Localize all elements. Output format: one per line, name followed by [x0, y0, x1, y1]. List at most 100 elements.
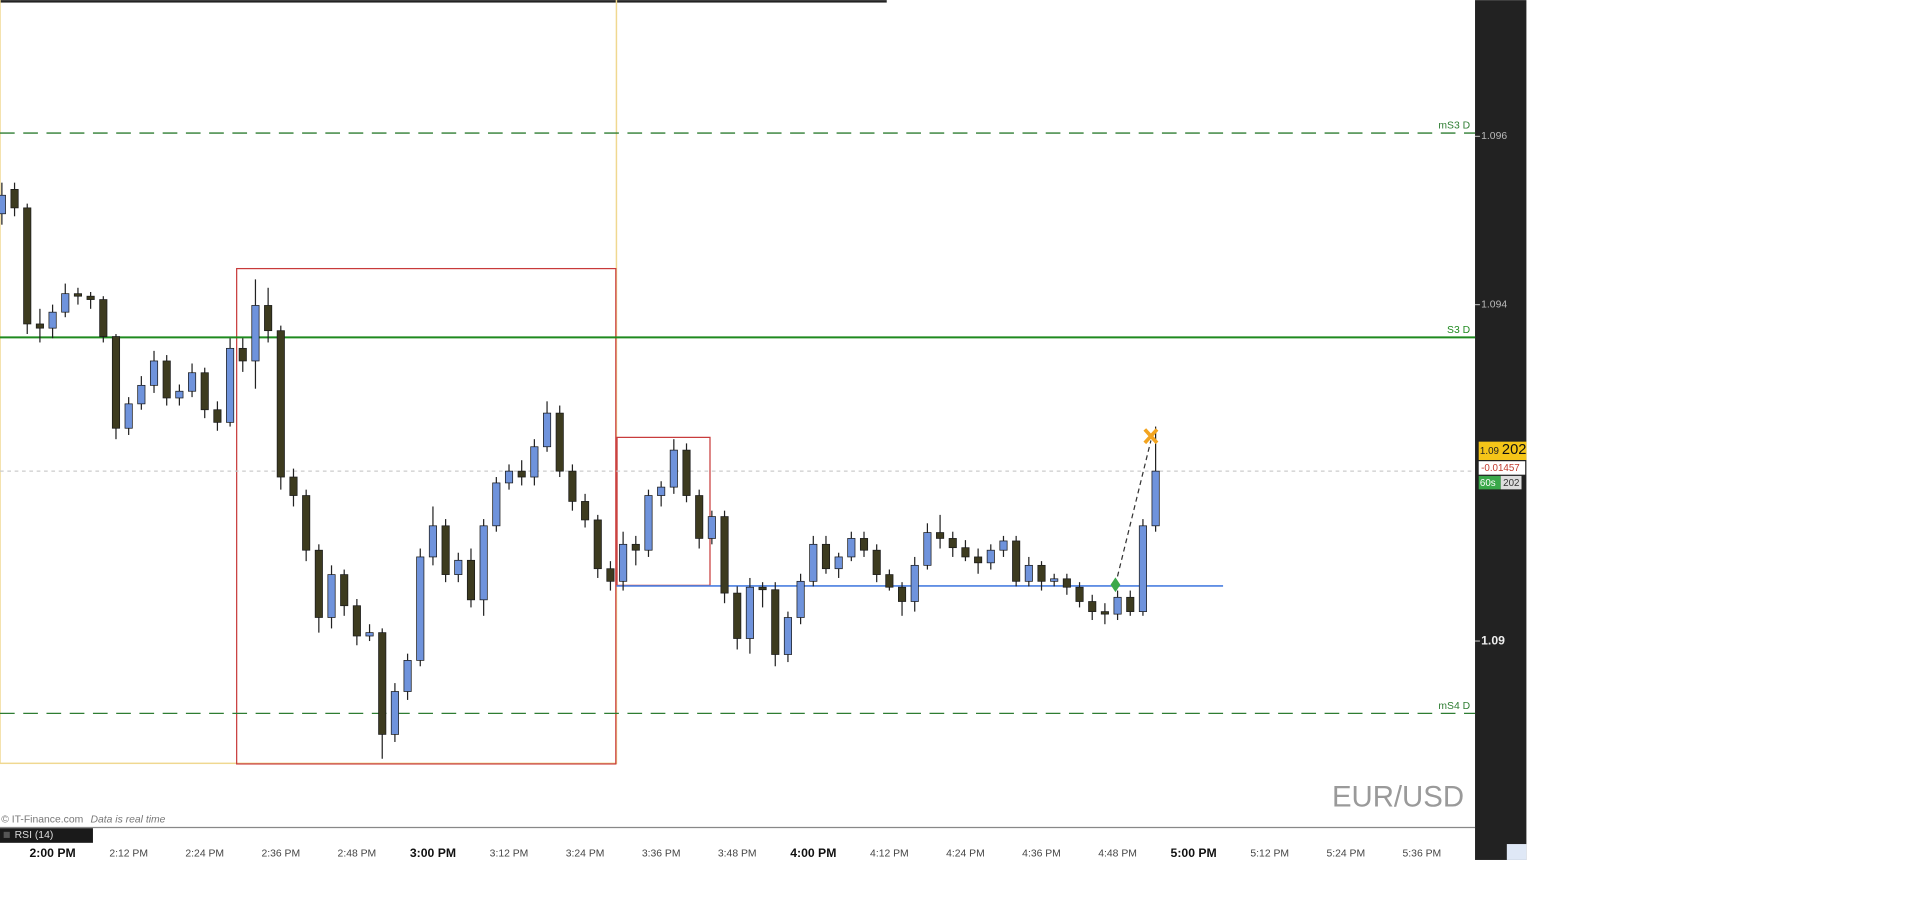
x-tick-label: 3:00 PM	[410, 846, 456, 860]
candle-body	[99, 299, 108, 337]
candle-body	[1088, 601, 1097, 612]
x-tick-label: 3:36 PM	[642, 849, 681, 860]
timeframe-box	[1478, 475, 1501, 490]
candle-body	[365, 632, 374, 637]
candle-body	[327, 574, 336, 618]
x-tick-label: 4:00 PM	[790, 846, 836, 860]
candle-body	[974, 556, 983, 564]
x-tick-label: 2:12 PM	[109, 849, 148, 860]
candle-body	[657, 486, 666, 496]
x-tick-label: 3:24 PM	[566, 849, 605, 860]
candle-body	[23, 207, 32, 325]
candle-body	[378, 632, 387, 735]
level-label: mS3 D	[1438, 120, 1470, 131]
x-tick-label: 2:00 PM	[29, 846, 75, 860]
candle-body	[35, 323, 44, 329]
indicator-bar	[0, 828, 93, 843]
y-tick-label: 1.096	[1481, 131, 1507, 142]
candle-body	[1113, 596, 1122, 615]
candle-body	[1037, 564, 1046, 582]
candle-body	[10, 189, 19, 209]
candle-body	[0, 194, 6, 215]
candle-body	[251, 305, 260, 362]
x-tick-label: 5:24 PM	[1326, 849, 1365, 860]
candle-body	[314, 549, 323, 618]
candle-body	[403, 660, 412, 692]
candle-body	[289, 476, 298, 496]
candle-body	[390, 691, 399, 735]
candle-body	[479, 525, 488, 601]
level-label: S3 D	[1447, 325, 1470, 336]
candle-body	[872, 549, 881, 575]
range-box	[236, 267, 617, 765]
x-tick-label: 4:48 PM	[1098, 849, 1137, 860]
x-tick-label: 2:36 PM	[261, 849, 300, 860]
candle-body	[936, 532, 945, 539]
exit-marker	[1143, 428, 1159, 445]
candle-body	[1126, 596, 1135, 612]
candle-body	[1138, 525, 1147, 612]
realtime-note: Data is real time	[91, 814, 166, 825]
candle-body	[834, 556, 843, 570]
candle-body	[352, 605, 361, 637]
scroll-button[interactable]	[1506, 844, 1527, 860]
candle-body	[682, 449, 691, 496]
candle-body	[619, 543, 628, 582]
candle-body	[758, 586, 767, 591]
x-tick-label: 4:24 PM	[946, 849, 985, 860]
candle-body	[581, 501, 590, 521]
candle-body	[1075, 586, 1084, 602]
candle-body	[695, 495, 704, 539]
price-axis-panel	[1475, 0, 1527, 860]
candle-body	[441, 525, 450, 575]
candle-body	[264, 305, 273, 332]
candle-body	[720, 516, 729, 594]
indicator-icon	[3, 831, 10, 838]
candle-body	[555, 412, 564, 472]
candle-body	[745, 586, 754, 639]
candle-body	[847, 538, 856, 558]
candle-body	[86, 295, 95, 300]
x-tick-label: 5:12 PM	[1250, 849, 1289, 860]
candle-body	[504, 470, 514, 484]
candle-body	[137, 384, 146, 405]
candle-body	[783, 617, 792, 655]
candle-body	[568, 470, 577, 502]
candle-body	[631, 543, 640, 551]
candle-body	[530, 446, 539, 478]
candle-body	[644, 495, 653, 551]
candle-body	[492, 482, 501, 527]
candle-body	[923, 532, 932, 566]
x-tick-label: 5:36 PM	[1403, 849, 1442, 860]
candle-body	[162, 360, 171, 399]
copyright: © IT-Finance.com	[1, 814, 83, 825]
signal-path	[1114, 440, 1152, 585]
timeframe-value-box	[1500, 475, 1522, 490]
candle-body	[986, 549, 995, 564]
y-tick-label: 1.09	[1481, 633, 1505, 647]
indicator-label: RSI (14)	[15, 830, 54, 841]
candle-body	[593, 519, 602, 570]
candle-body	[111, 336, 121, 429]
candle-body	[48, 311, 57, 329]
candle-body	[416, 556, 425, 661]
last-price-prefix: 1.09	[1480, 446, 1499, 457]
x-tick-label: 3:12 PM	[490, 849, 529, 860]
candle-body	[175, 390, 184, 399]
entry-marker	[1110, 577, 1121, 593]
change-box	[1478, 461, 1526, 475]
candle-body	[200, 372, 209, 411]
candle-body	[859, 538, 869, 551]
y-tick-label: 1.094	[1481, 299, 1507, 310]
candle-body	[149, 360, 159, 386]
candle-body	[276, 330, 285, 478]
candle-body	[61, 293, 70, 313]
candle-body	[543, 412, 552, 448]
candle-body	[771, 589, 780, 655]
candle-body	[213, 409, 222, 423]
candle-body	[733, 592, 742, 639]
candle-body	[821, 543, 831, 570]
candle-body	[898, 586, 907, 602]
change-label: -0.01457	[1481, 463, 1520, 474]
top-bar	[0, 0, 887, 3]
